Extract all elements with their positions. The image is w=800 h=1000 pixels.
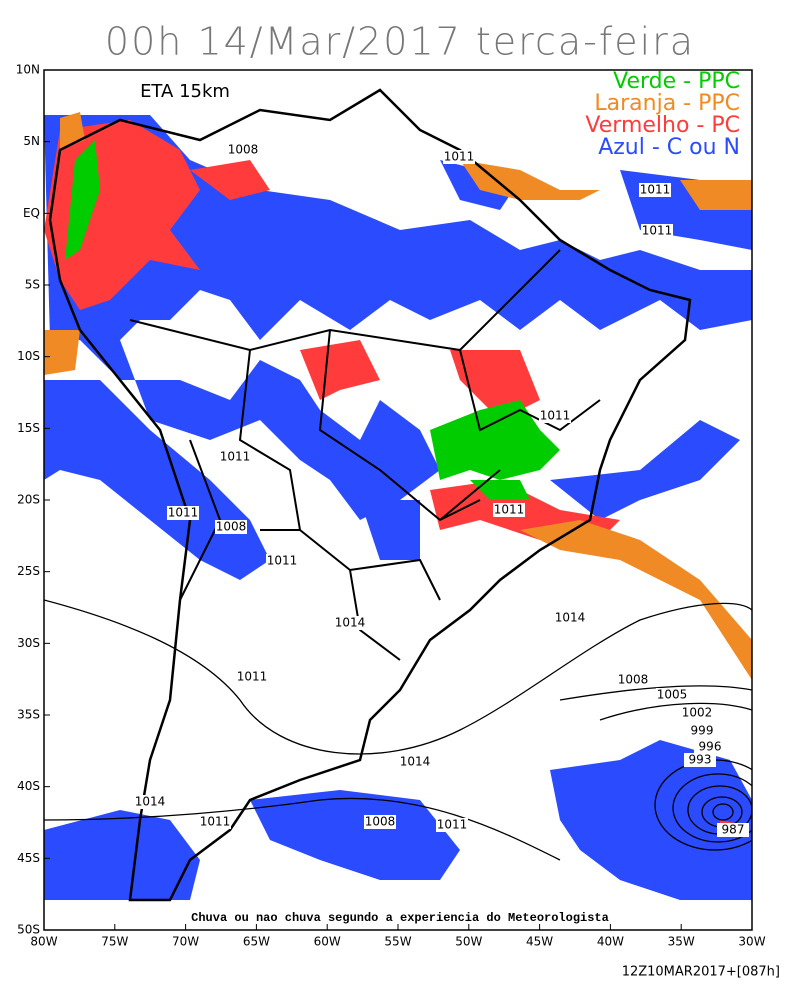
isobar-label: 1011	[540, 409, 571, 423]
isobar-label-bg	[227, 143, 259, 157]
x-tick-label: 55W	[384, 935, 411, 949]
isobar-label: 1011	[640, 183, 671, 197]
y-tick-label: 5S	[25, 278, 40, 292]
isobar-label: 1014	[400, 755, 431, 769]
y-tick-label: 45S	[17, 851, 40, 865]
run-stamp: 12Z10MAR2017+[087h]	[622, 965, 780, 980]
y-tick-label: 40S	[17, 779, 40, 793]
isobar-label-bg	[684, 753, 716, 767]
isobar-label: 1011	[267, 554, 298, 568]
isobar-label-bg	[167, 506, 199, 520]
isobar-label: 1005	[657, 688, 688, 702]
x-tick-label: 50W	[455, 935, 482, 949]
y-tick-label: 5N	[23, 134, 40, 148]
x-tick-label: 80W	[30, 935, 57, 949]
x-tick-label: 70W	[172, 935, 199, 949]
isobar-label: 996	[699, 740, 722, 754]
isobar-label-bg	[681, 706, 713, 720]
isobar-label-bg	[236, 670, 268, 684]
precipitation-field	[44, 112, 752, 900]
isobar-label: 1008	[228, 143, 259, 157]
isobar-label: 1011	[444, 150, 475, 164]
y-tick-label: 50S	[17, 923, 40, 937]
x-tick-label: 60W	[314, 935, 341, 949]
isobar-label: 1011	[220, 450, 251, 464]
isobar-label-bg	[399, 755, 431, 769]
isobar-label-bg	[493, 503, 525, 517]
y-tick-label: 10N	[16, 63, 40, 77]
isobar-label-bg	[134, 795, 166, 809]
isobar-label: 1011	[642, 224, 673, 238]
isobar-label: 1008	[216, 520, 247, 534]
isobar-label-bg	[694, 740, 726, 754]
isobar-label-bg	[215, 520, 247, 534]
y-tick-label: 20S	[17, 493, 40, 507]
coastline	[48, 88, 692, 902]
isobar-label-bg	[554, 611, 586, 625]
isobar-label-bg	[443, 150, 475, 164]
isobar-label-bg	[436, 818, 468, 832]
blue-areas	[44, 115, 752, 900]
isobar-label: 1011	[168, 506, 199, 520]
isobar-label-bg	[334, 616, 366, 630]
isobar-label-bg	[199, 815, 231, 829]
isobar-label: 1014	[555, 611, 586, 625]
isobar-label-bg	[641, 224, 673, 238]
isobar-label: 1011	[237, 670, 268, 684]
legend-entry: Laranja - PPC	[594, 91, 740, 116]
isobar-label-bg	[639, 183, 671, 197]
isobar-label: 1011	[494, 503, 525, 517]
isobar-label-bg	[656, 688, 688, 702]
map-title: 00h 14/Mar/2017 terca-feira	[105, 20, 695, 64]
isobar-label: 999	[691, 724, 714, 738]
isobar-label: 993	[689, 753, 712, 767]
y-tick-label: EQ	[23, 206, 40, 220]
legend-entry: Verde - PPC	[613, 69, 740, 94]
x-tick-label: 45W	[526, 935, 553, 949]
green-areas	[65, 140, 560, 500]
isobar-label-bg	[686, 724, 718, 738]
model-label: ETA 15km	[140, 81, 230, 102]
isobar-label: 987	[722, 823, 745, 837]
x-tick-label: 65W	[243, 935, 270, 949]
isobar-label-bg	[539, 409, 571, 423]
isobar-label-bg	[717, 823, 749, 837]
x-tick-label: 75W	[101, 935, 128, 949]
isobar-label: 1011	[437, 818, 468, 832]
isobar-label: 1014	[135, 795, 166, 809]
isobar-label: 1008	[618, 673, 649, 687]
isobar-label: 1008	[365, 815, 396, 829]
isobar-label-bg	[219, 450, 251, 464]
y-tick-label: 30S	[17, 636, 40, 650]
legend-entry: Azul - C ou N	[598, 135, 740, 160]
x-tick-label: 40W	[597, 935, 624, 949]
x-tick-label: 30W	[738, 935, 765, 949]
y-tick-label: 25S	[17, 564, 40, 578]
y-tick-label: 35S	[17, 708, 40, 722]
isobar-label-bg	[364, 815, 396, 829]
y-tick-label: 15S	[17, 421, 40, 435]
isobar-label: 1014	[335, 616, 366, 630]
isobar-label: 1011	[200, 815, 231, 829]
y-tick-label: 10S	[17, 349, 40, 363]
isobar-label-bg	[266, 554, 298, 568]
footnote: Chuva ou nao chuva segundo a experiencia…	[191, 911, 609, 925]
x-tick-label: 35W	[668, 935, 695, 949]
legend-entry: Vermelho - PC	[585, 113, 740, 138]
isobar-label-bg	[617, 673, 649, 687]
isobar-label: 1002	[682, 706, 713, 720]
